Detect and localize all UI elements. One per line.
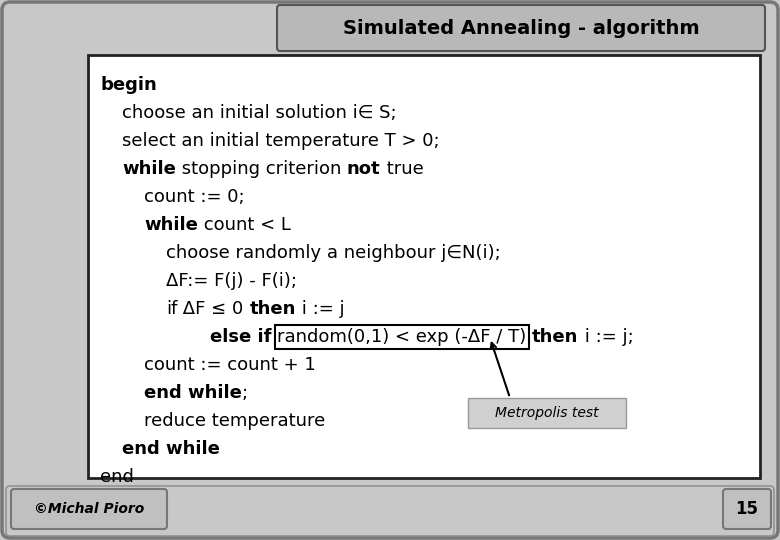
Text: not: not (347, 160, 381, 178)
Text: then: then (250, 300, 296, 318)
Text: count := count + 1: count := count + 1 (144, 356, 316, 374)
Text: i := j: i := j (296, 300, 345, 318)
Text: while: while (144, 216, 198, 234)
Text: 15: 15 (736, 500, 758, 518)
Text: ΔF ≤ 0: ΔF ≤ 0 (177, 300, 250, 318)
Text: while: while (122, 160, 176, 178)
FancyBboxPatch shape (277, 5, 765, 51)
Text: true: true (381, 160, 424, 178)
Text: Metropolis test: Metropolis test (495, 406, 599, 420)
Text: end while: end while (144, 384, 242, 402)
Text: choose randomly a neighbour j∈N(i);: choose randomly a neighbour j∈N(i); (166, 244, 501, 262)
Text: Simulated Annealing - algorithm: Simulated Annealing - algorithm (342, 18, 700, 37)
Text: choose an initial solution i∈ S;: choose an initial solution i∈ S; (122, 104, 396, 122)
Text: select an initial temperature T > 0;: select an initial temperature T > 0; (122, 132, 440, 150)
Text: stopping criterion: stopping criterion (176, 160, 347, 178)
Text: random(0,1) < exp (-ΔF / T): random(0,1) < exp (-ΔF / T) (277, 328, 526, 346)
Text: reduce temperature: reduce temperature (144, 412, 325, 430)
Text: if: if (166, 300, 177, 318)
Bar (88, 55, 760, 478)
Text: end while: end while (122, 440, 220, 458)
Text: end: end (100, 468, 134, 486)
FancyBboxPatch shape (6, 486, 774, 536)
Text: begin: begin (100, 76, 157, 94)
Text: count := 0;: count := 0; (144, 188, 245, 206)
Bar (468, 398, 626, 428)
FancyBboxPatch shape (723, 489, 771, 529)
Text: i := j;: i := j; (579, 328, 633, 346)
Text: ;: ; (242, 384, 248, 402)
Text: ΔF:= F(j) - F(i);: ΔF:= F(j) - F(i); (166, 272, 297, 290)
Text: count < L: count < L (198, 216, 291, 234)
Text: ©Michal Pioro: ©Michal Pioro (34, 502, 144, 516)
Text: else if: else if (210, 328, 271, 346)
FancyBboxPatch shape (11, 489, 167, 529)
Text: then: then (532, 328, 579, 346)
